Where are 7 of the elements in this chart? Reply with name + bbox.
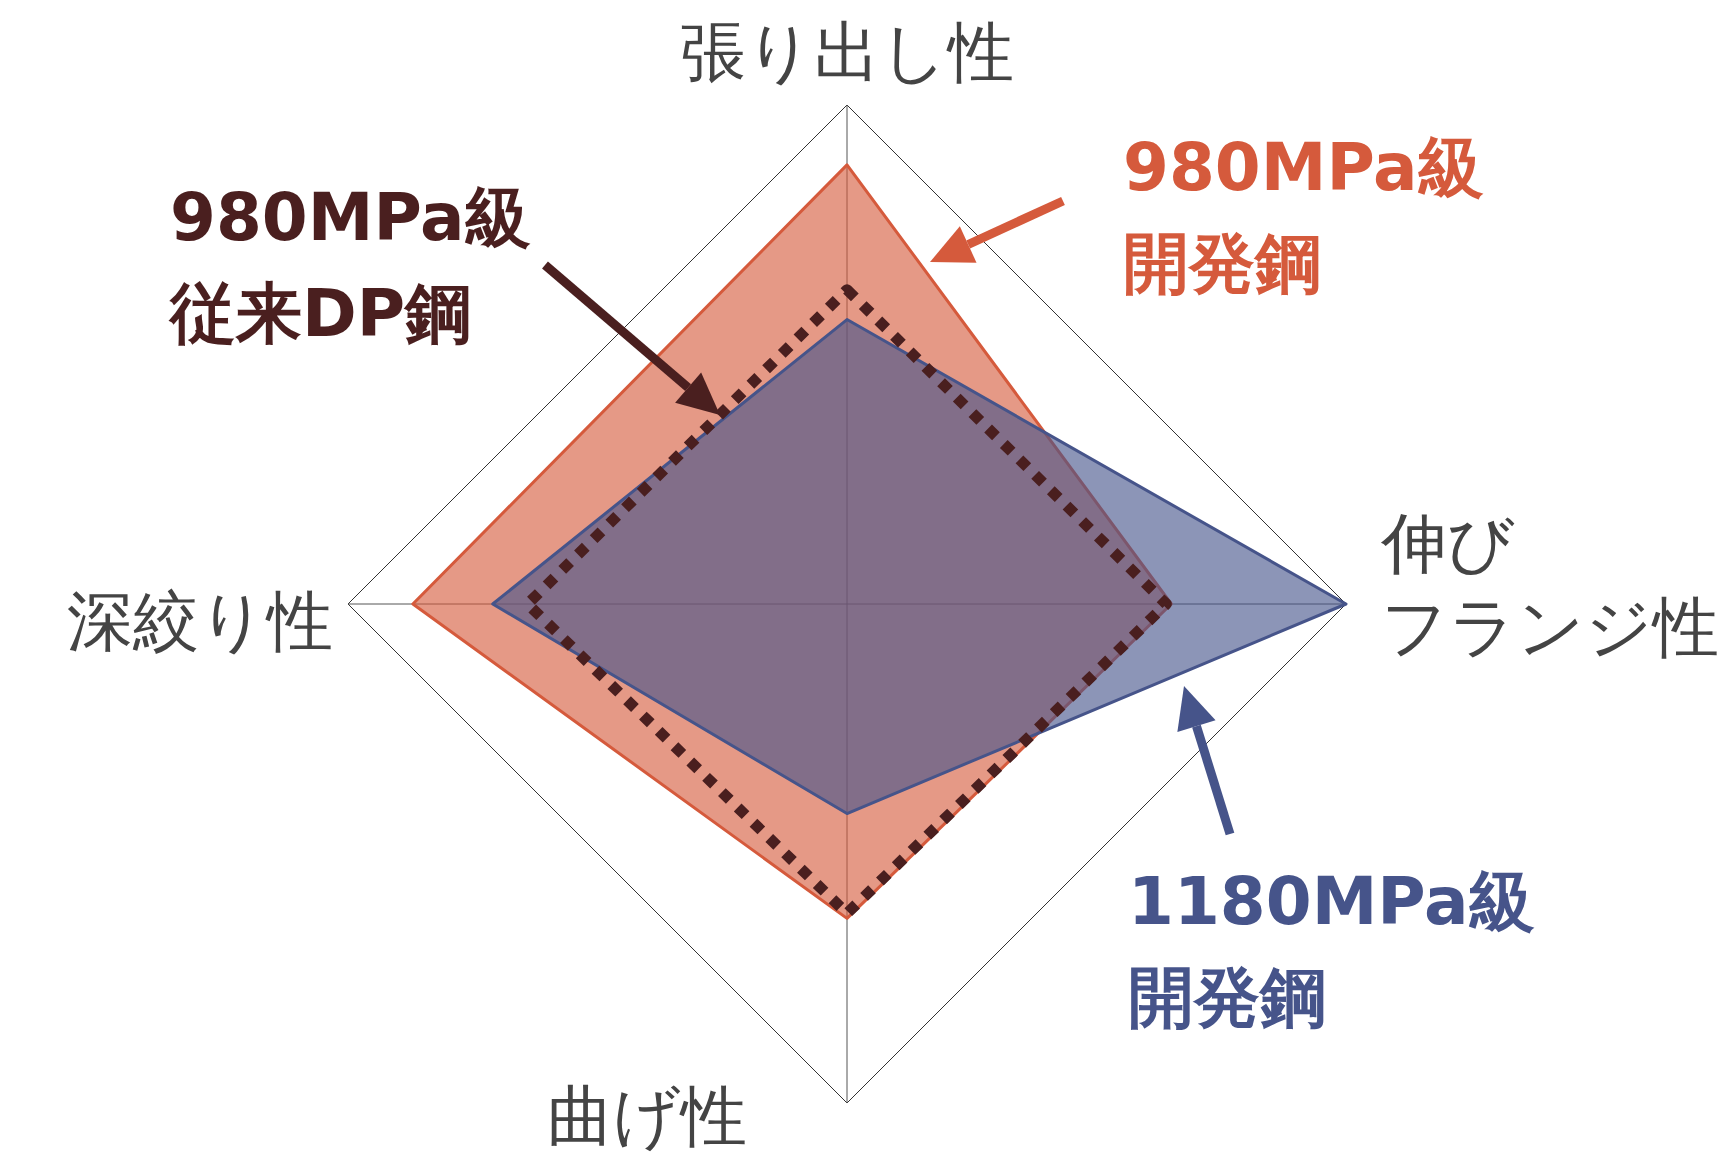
legend-label: 980MPa級開発鋼: [1123, 129, 1484, 302]
spoke-label: 張り出し性: [680, 14, 1014, 91]
text: 1180MPa級開発鋼: [1128, 863, 1535, 1036]
spoke-label: 深絞り性: [67, 583, 333, 660]
text: 980MPa級従来DP鋼: [168, 179, 531, 352]
spoke-label: 伸びフランジ性: [1380, 505, 1719, 666]
spoke-label: 曲げ性: [547, 1078, 747, 1155]
